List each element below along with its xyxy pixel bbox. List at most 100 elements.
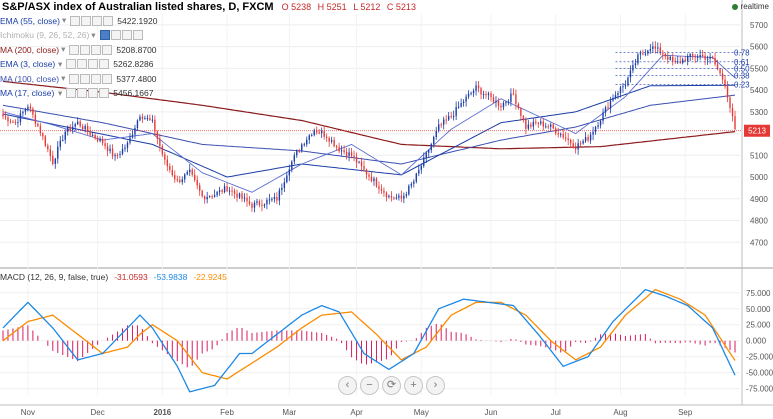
candle-body — [639, 53, 642, 55]
zoom-in-icon[interactable]: + — [404, 376, 423, 395]
candle-body — [734, 116, 736, 130]
remove-icon[interactable] — [88, 59, 99, 69]
candle-body — [659, 47, 662, 54]
candle-body — [121, 148, 124, 154]
realtime-dot-icon — [731, 3, 738, 10]
candle-body — [619, 87, 622, 94]
candle-body — [622, 86, 624, 88]
indicator-row[interactable]: MA (200, close) ▾ 5208.8700 — [0, 44, 157, 55]
candle-body — [96, 138, 99, 142]
candle-body — [445, 119, 447, 121]
add-icon[interactable] — [132, 30, 143, 40]
visibility-icon[interactable] — [66, 59, 77, 69]
indicator-name: MA (200, close) — [0, 44, 60, 55]
candle-body — [226, 186, 228, 192]
candle-body — [355, 156, 358, 163]
remove-icon[interactable] — [88, 88, 99, 98]
candles[interactable] — [2, 41, 736, 213]
candle-body — [164, 154, 166, 160]
last-price-tag — [744, 124, 770, 137]
candle-body — [47, 145, 49, 150]
indicator-row[interactable]: MA (100, close) ▾ 5377.4800 — [0, 73, 157, 84]
candle-body — [657, 47, 659, 49]
chevron-down-icon[interactable]: ▾ — [61, 73, 66, 83]
candle-body — [555, 128, 557, 134]
chevron-left-icon[interactable]: ‹ — [338, 376, 357, 395]
remove-icon[interactable] — [121, 30, 132, 40]
settings-icon[interactable] — [77, 59, 88, 69]
indicator-name: EMA (3, close) — [0, 59, 56, 69]
candle-body — [358, 161, 360, 163]
candle-body — [569, 140, 572, 144]
reset-icon[interactable]: ⟳ — [382, 376, 401, 395]
candle-body — [328, 137, 330, 142]
indicator-name: MA (17, close) — [0, 88, 55, 98]
visibility-icon[interactable] — [70, 15, 81, 26]
candle-body — [306, 139, 308, 145]
macd-line — [2, 288, 736, 393]
candle-body — [251, 203, 253, 208]
indicator-row[interactable]: MA (17, close) ▾ 5456.1667 — [0, 88, 153, 99]
remove-icon[interactable] — [91, 73, 102, 84]
candle-body — [335, 146, 338, 148]
time-tick-label: Jun — [485, 408, 498, 417]
candle-body — [699, 54, 701, 57]
settings-icon[interactable] — [81, 15, 92, 26]
indicator-row[interactable]: EMA (55, close) ▾ 5422.1920 — [0, 15, 157, 26]
candle-body — [39, 126, 42, 134]
settings-icon[interactable] — [80, 44, 91, 55]
price-tick-label: 4800 — [750, 217, 768, 226]
add-icon[interactable] — [103, 15, 114, 26]
chevron-down-icon[interactable]: ▾ — [62, 15, 67, 25]
candle-body — [560, 134, 562, 136]
chevron-down-icon[interactable]: ▾ — [91, 29, 96, 40]
chevron-down-icon[interactable]: ▾ — [58, 58, 63, 69]
candle-body — [216, 191, 218, 196]
remove-icon[interactable] — [91, 44, 102, 55]
fib-retracement[interactable]: 0.780.610.500.380.23 — [615, 49, 750, 90]
candle-body — [632, 64, 634, 71]
candle-body — [268, 199, 271, 201]
candle-body — [682, 59, 684, 63]
candle-body — [288, 169, 291, 176]
add-icon[interactable] — [102, 73, 113, 84]
chevron-down-icon[interactable]: ▾ — [58, 87, 63, 98]
candle-body — [525, 119, 527, 129]
add-icon[interactable] — [102, 44, 113, 55]
candle-body — [696, 56, 699, 58]
chevron-right-icon[interactable]: › — [426, 376, 445, 395]
candle-body — [161, 146, 164, 155]
candle-body — [308, 135, 310, 140]
candle-body — [111, 148, 114, 157]
price-tick-label: 5100 — [750, 151, 768, 160]
visibility-icon[interactable] — [99, 30, 110, 40]
chevron-down-icon[interactable]: ▾ — [61, 44, 66, 54]
candle-body — [477, 85, 480, 89]
candle-body — [208, 196, 211, 198]
visibility-icon[interactable] — [69, 44, 80, 55]
add-icon[interactable] — [99, 59, 110, 69]
settings-icon[interactable] — [77, 88, 88, 98]
visibility-icon[interactable] — [69, 73, 80, 84]
candle-body — [44, 136, 47, 146]
settings-icon[interactable] — [80, 73, 91, 84]
candle-body — [129, 137, 131, 143]
settings-icon[interactable] — [110, 30, 121, 40]
candle-body — [126, 142, 129, 148]
indicator-value: 5262.8286 — [113, 59, 154, 69]
candle-body — [520, 108, 522, 117]
candle-body — [343, 150, 345, 152]
candle-body — [642, 53, 644, 55]
chart-header: S&P/ASX index of Australian listed share… — [0, 0, 420, 13]
candle-body — [542, 121, 544, 127]
candle-body — [530, 124, 532, 127]
visibility-icon[interactable] — [66, 88, 77, 98]
indicator-row[interactable]: Ichimoku (9, 26, 52, 26) ▾ — [0, 30, 147, 41]
remove-icon[interactable] — [92, 15, 103, 26]
candle-body — [248, 201, 251, 204]
add-icon[interactable] — [99, 88, 110, 98]
zoom-out-icon[interactable]: − — [360, 376, 379, 395]
price-tick-label: 5300 — [750, 108, 768, 117]
candle-body — [485, 93, 487, 96]
indicator-row[interactable]: EMA (3, close) ▾ 5262.8286 — [0, 59, 153, 70]
